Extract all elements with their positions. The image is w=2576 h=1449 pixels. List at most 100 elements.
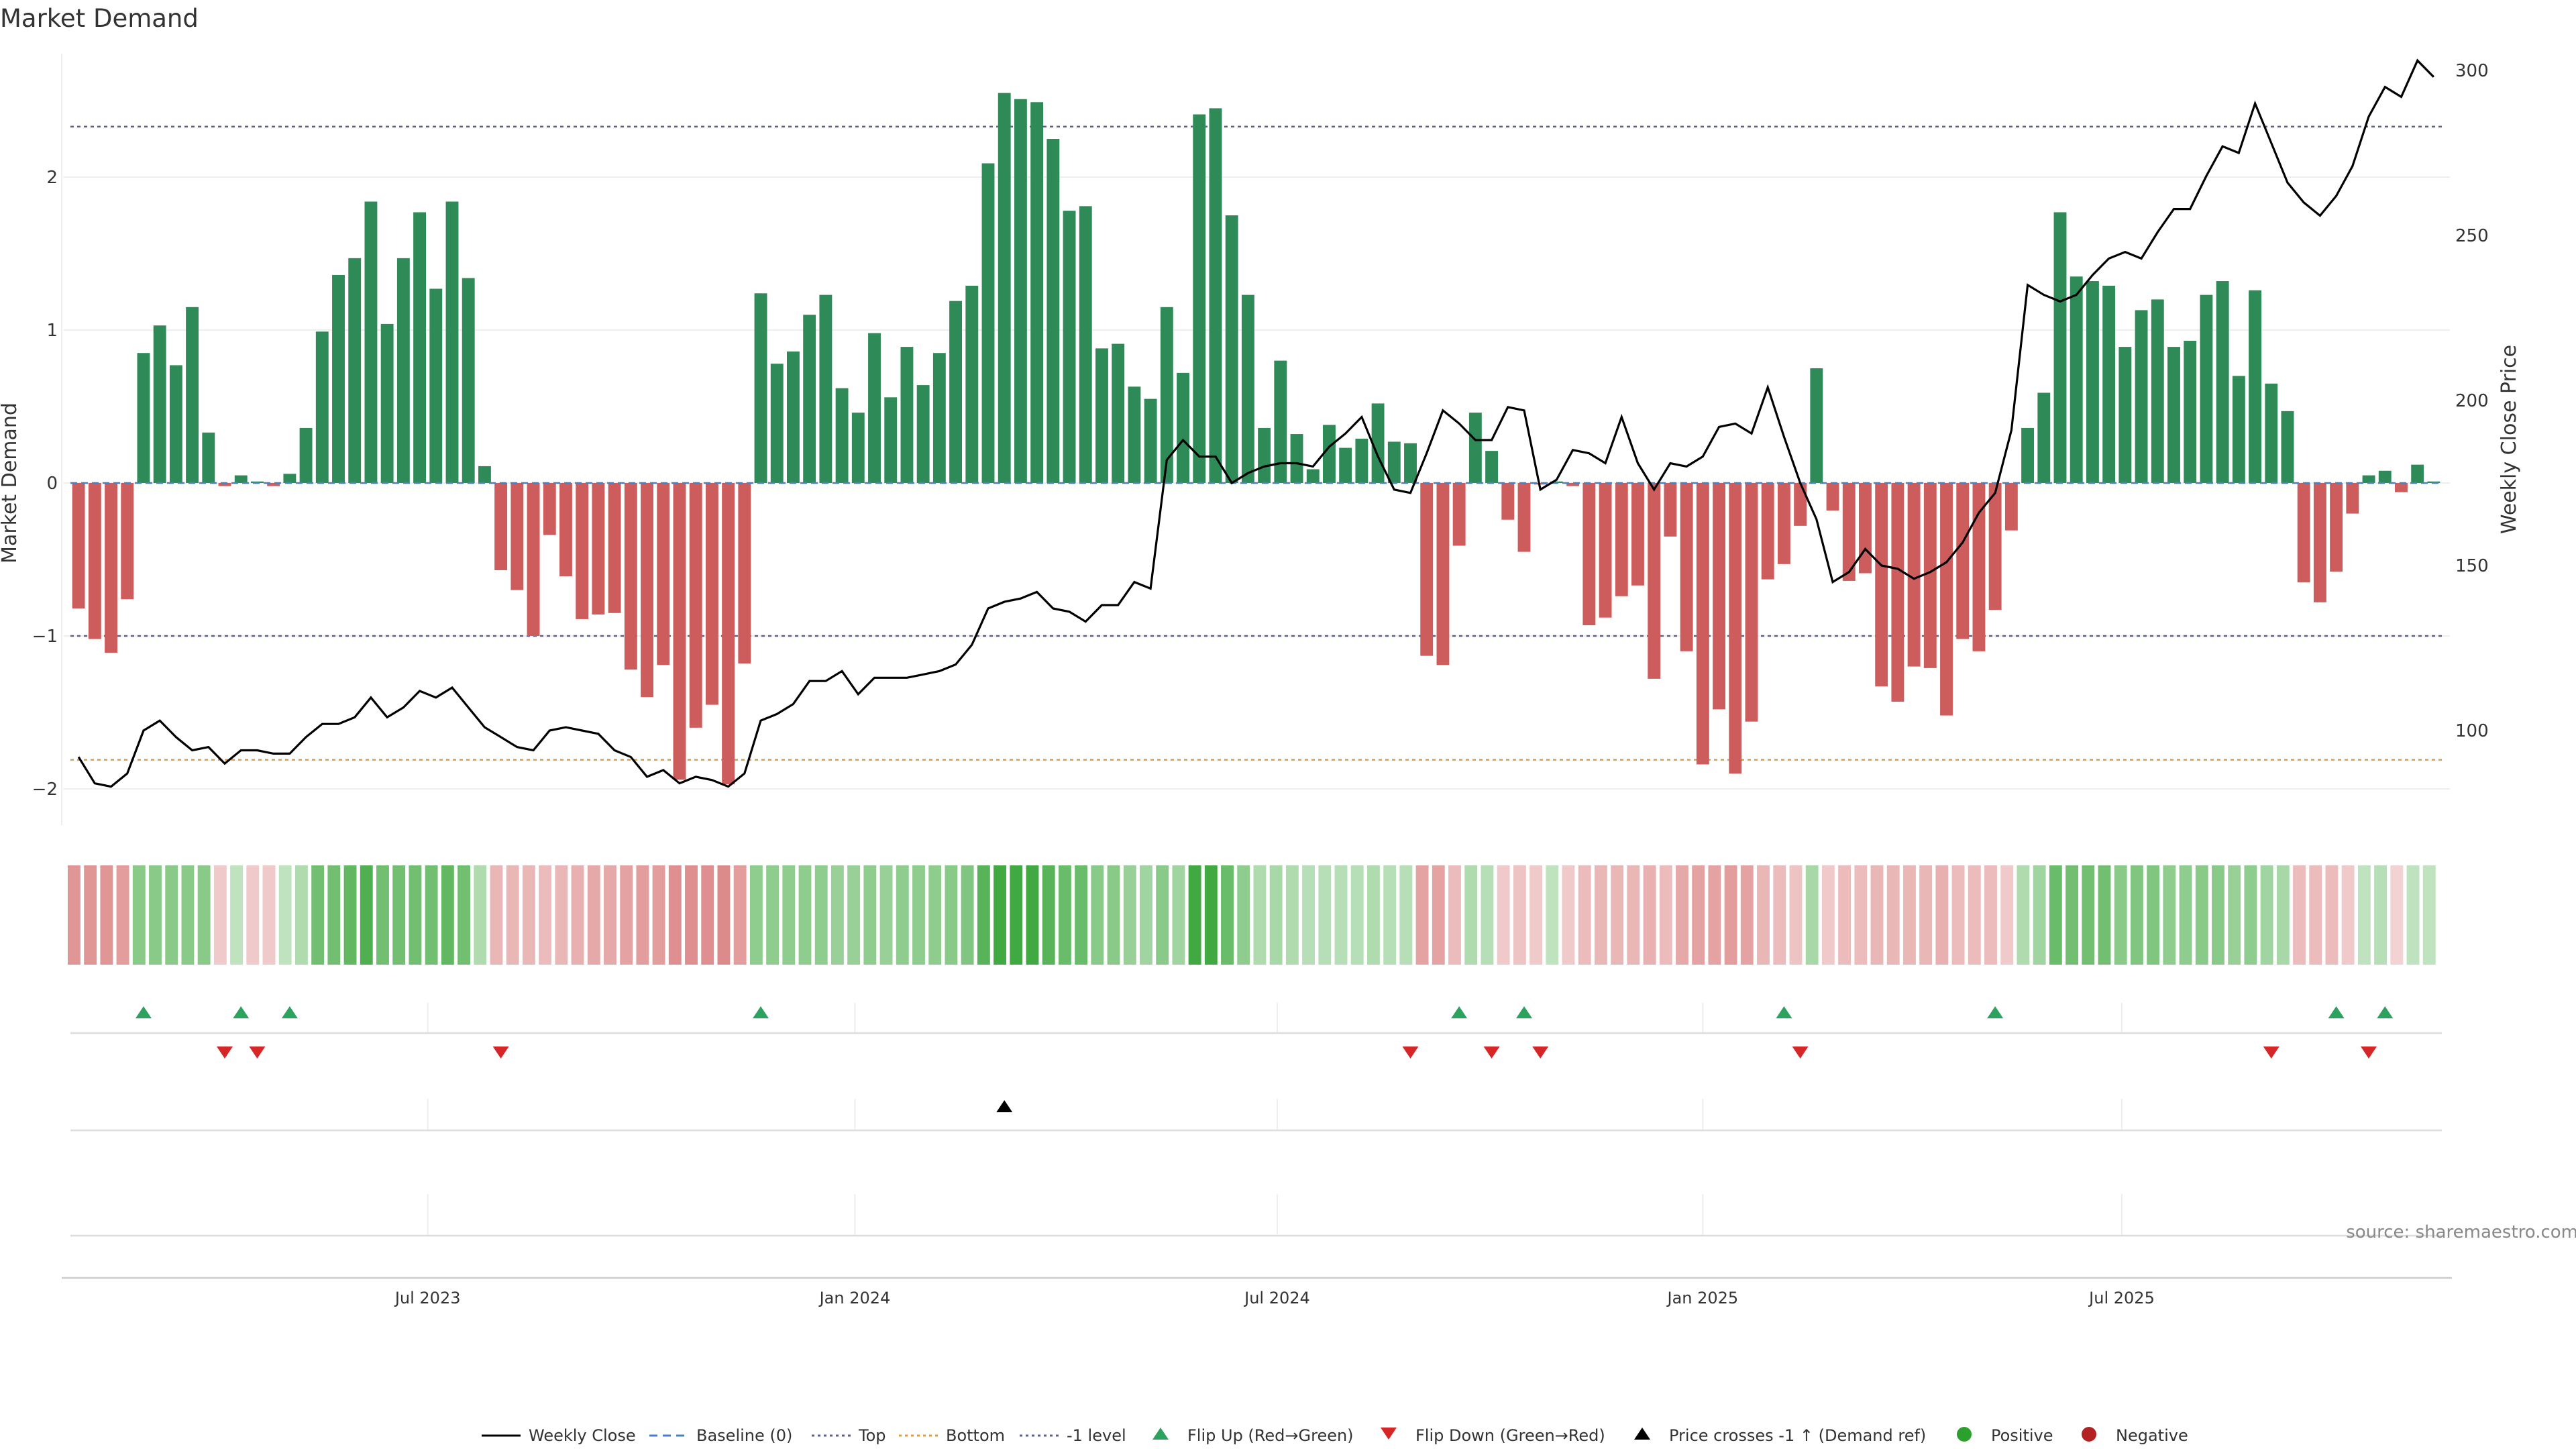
- demand-bar: [2216, 281, 2229, 483]
- legend-label: Bottom: [946, 1426, 1005, 1445]
- demand-bar: [1745, 483, 1758, 722]
- demand-bar: [803, 315, 816, 483]
- demand-bar: [1729, 483, 1742, 774]
- legend-label: Price crosses -1 ↑ (Demand ref): [1669, 1426, 1926, 1445]
- demand-bar: [1404, 443, 1417, 483]
- regime-cell: [1075, 865, 1088, 965]
- regime-cell: [294, 865, 308, 965]
- demand-bar: [576, 483, 589, 619]
- legend-key-flip-down: [1381, 1428, 1397, 1440]
- flip-down-marker: [1402, 1046, 1419, 1059]
- demand-bar: [916, 385, 930, 483]
- demand-bar: [1063, 211, 1076, 483]
- demand-bar: [478, 466, 491, 483]
- flip-down-marker: [1483, 1046, 1500, 1059]
- legend-label: Flip Up (Red→Green): [1187, 1426, 1354, 1445]
- regime-cell: [2374, 865, 2387, 965]
- demand-bar: [2118, 347, 2132, 483]
- demand-bar: [998, 93, 1011, 484]
- demand-bar: [1485, 451, 1499, 483]
- regime-cell: [2082, 865, 2095, 965]
- regime-cell: [441, 865, 454, 965]
- flip-down-marker: [249, 1046, 266, 1059]
- demand-bar: [1046, 139, 1060, 483]
- regime-cell: [1529, 865, 1542, 965]
- demand-bar: [1631, 483, 1644, 586]
- regime-cell: [685, 865, 698, 965]
- regime-cell: [636, 865, 649, 965]
- demand-bar: [2004, 483, 2018, 531]
- demand-bar: [1664, 483, 1677, 537]
- x-tick-label: Jan 2024: [818, 1289, 891, 1307]
- regime-cell: [425, 865, 438, 965]
- demand-bar: [2053, 212, 2067, 483]
- demand-bar: [1923, 483, 1937, 668]
- demand-bar: [2330, 483, 2343, 572]
- regime-cell: [1432, 865, 1445, 965]
- regime-cell: [539, 865, 552, 965]
- regime-cell: [2293, 865, 2306, 965]
- regime-cell: [2244, 865, 2257, 965]
- demand-bar: [738, 483, 751, 664]
- regime-cell: [571, 865, 584, 965]
- flip-up-marker: [281, 1006, 298, 1018]
- regime-cell: [1789, 865, 1803, 965]
- demand-bar: [1306, 469, 1320, 483]
- legend: Weekly Close Baseline (0) Top Bottom -1 leve…: [482, 1426, 2188, 1445]
- regime-cell: [2130, 865, 2143, 965]
- legend-key-flip-up: [1152, 1428, 1169, 1440]
- regime-cell: [2422, 865, 2436, 965]
- legend-key-negative: [2082, 1427, 2096, 1442]
- left-tick-label: 0: [46, 474, 58, 494]
- regime-cell: [1140, 865, 1152, 965]
- regime-cell: [1513, 865, 1526, 965]
- flip-down-marker: [2263, 1046, 2279, 1059]
- demand-bar: [657, 483, 670, 665]
- flip-up-marker: [753, 1006, 769, 1018]
- regime-cell: [522, 865, 535, 965]
- regime-cell: [392, 865, 406, 965]
- regime-cell: [2390, 865, 2404, 965]
- regime-cell: [343, 865, 357, 965]
- demand-bar: [1128, 386, 1141, 483]
- demand-bar: [121, 483, 134, 600]
- regime-cell: [2049, 865, 2062, 965]
- demand-bar: [315, 331, 329, 483]
- demand-bar: [2346, 483, 2359, 514]
- weekly-close-line: [77, 58, 2435, 788]
- regime-cell: [262, 865, 276, 965]
- regime-cell: [1123, 865, 1136, 965]
- regime-cell: [1562, 865, 1575, 965]
- regime-cell: [1302, 865, 1316, 965]
- regime-cell: [977, 865, 990, 965]
- demand-bar: [2411, 464, 2424, 483]
- demand-bar: [1777, 483, 1790, 564]
- legend-key-price-cross: [1634, 1428, 1650, 1440]
- demand-bar: [1323, 425, 1336, 483]
- demand-bar: [1582, 483, 1596, 626]
- regime-cell: [246, 865, 260, 965]
- regime-cell: [230, 865, 244, 965]
- regime-cell: [1107, 865, 1120, 965]
- regime-cell: [1821, 865, 1835, 965]
- regime-cell: [814, 865, 828, 965]
- regime-cell: [2276, 865, 2290, 965]
- demand-bar: [2184, 340, 2197, 483]
- legend-label: Weekly Close: [529, 1426, 636, 1445]
- right-tick-label: 250: [2455, 226, 2489, 246]
- regime-strip: [68, 865, 2436, 965]
- regime-cell: [1643, 865, 1656, 965]
- left-tick-label: −2: [32, 780, 58, 800]
- regime-cell: [2098, 865, 2111, 965]
- legend-label: -1 level: [1067, 1426, 1126, 1445]
- regime-cell: [278, 865, 292, 965]
- demand-bar: [511, 483, 524, 590]
- demand-bar: [2232, 376, 2245, 483]
- regime-cell: [1951, 865, 1965, 965]
- regime-cell: [409, 865, 422, 965]
- regime-cell: [620, 865, 633, 965]
- price-cross-marker: [996, 1100, 1013, 1112]
- regime-cell: [506, 865, 519, 965]
- demand-bar: [1014, 99, 1027, 484]
- regime-cell: [376, 865, 389, 965]
